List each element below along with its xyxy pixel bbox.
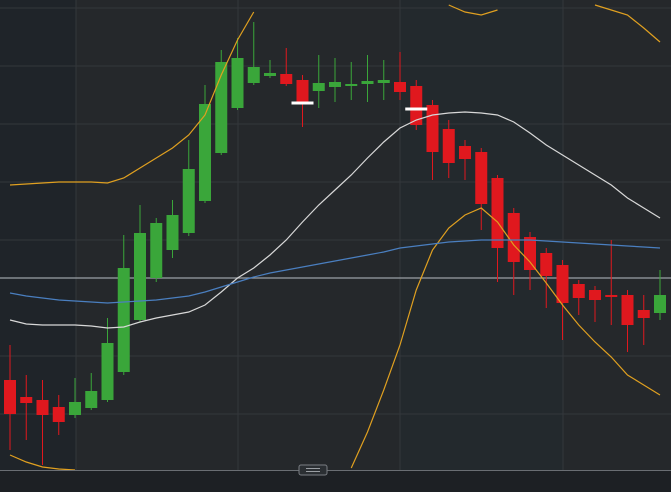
candle-body [20,397,33,403]
candle-body [637,310,650,318]
candle-body [589,290,601,300]
candle-body [572,284,585,298]
candle-body [150,223,163,278]
candle-body [459,146,471,159]
candle-body [410,86,423,125]
candle-body [264,73,276,76]
candle-body [247,67,260,83]
candle-body [540,253,553,276]
candle-body [329,82,341,87]
indicator-line [9,111,661,329]
handle-grip [306,468,320,472]
candle-body [182,169,195,233]
indicator-line [9,239,661,304]
indicator-line [9,207,661,470]
candle-body [166,215,179,250]
candle-body [345,84,358,86]
plot-band [400,0,563,470]
candle-body [312,83,325,91]
candle-body [36,400,49,415]
candle-body [101,343,114,400]
candle-body [231,58,244,108]
candle-body [69,402,81,415]
candle-body [621,295,634,325]
candle-body [199,104,211,201]
scroll-handle[interactable] [298,464,328,476]
candle-body [117,268,130,372]
candle-body [215,62,228,153]
candle-body [280,74,293,84]
candle-body [654,295,666,313]
candle-body [296,80,309,104]
candle-body [4,380,16,414]
candle-body [394,82,406,92]
candle-body [134,233,146,320]
plot [0,4,671,470]
candle-body [556,265,569,303]
candle-body [85,391,98,408]
candle-body [52,407,65,422]
candle-body [524,237,536,270]
candle-body [442,129,455,163]
candle-body [361,81,374,84]
indicator-line [9,4,661,186]
candle-body [491,178,504,248]
candle-body [475,152,488,204]
candle-body [377,80,390,83]
candle-body [507,213,520,262]
candle-body [605,295,618,297]
candle-body [426,105,439,152]
